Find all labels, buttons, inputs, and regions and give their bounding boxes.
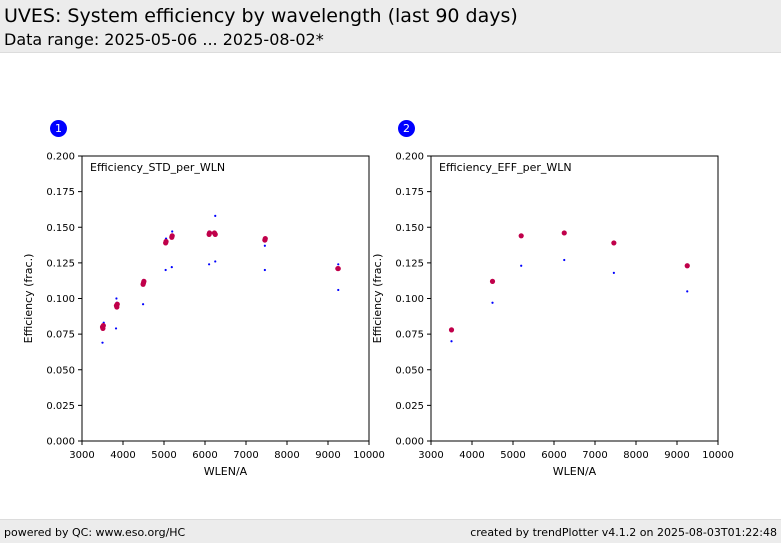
data-point-series-2 (518, 233, 524, 239)
x-tick-label: 4000 (110, 450, 135, 461)
x-tick-label: 3000 (69, 450, 94, 461)
y-tick-label: 0.150 (395, 223, 424, 234)
y-axis-label: Efficiency (frac.) (22, 254, 35, 344)
plot-frame (81, 155, 370, 442)
x-tick-label: 3000 (418, 450, 443, 461)
x-tick-label: 6000 (541, 450, 566, 461)
plot-badge-1: 1 (50, 120, 67, 137)
header-bar: UVES: System efficiency by wavelength (l… (0, 0, 781, 53)
page-title: UVES: System efficiency by wavelength (l… (4, 5, 518, 27)
y-tick-label: 0.025 (395, 401, 424, 412)
data-point-series-1 (214, 260, 217, 263)
data-point-series-1 (141, 303, 145, 306)
y-tick-label: 0.125 (395, 258, 424, 269)
data-point-series-1 (450, 340, 453, 343)
data-point-series-1 (337, 288, 340, 292)
y-tick-label: 0.000 (395, 437, 424, 448)
data-point-series-1 (101, 341, 104, 344)
data-point-series-2 (212, 231, 218, 237)
data-point-series-2 (114, 301, 120, 307)
data-point-series-2 (100, 322, 106, 329)
x-tick-label: 4000 (459, 450, 484, 461)
data-point-series-1 (520, 264, 523, 267)
data-point-series-2 (335, 265, 341, 272)
data-point-series-2 (206, 230, 213, 236)
data-point-series-2 (684, 263, 690, 269)
footer-credit: powered by QC: www.eso.org/HC (4, 526, 186, 539)
footer-bar: powered by QC: www.eso.org/HC created by… (0, 519, 781, 543)
x-tick-label: 7000 (233, 450, 258, 461)
data-point-series-1 (164, 268, 167, 272)
y-tick-label: 0.150 (46, 223, 75, 234)
data-point-series-2 (169, 233, 175, 239)
data-point-series-1 (491, 301, 494, 304)
data-point-series-1 (612, 271, 615, 274)
data-point-series-1 (171, 230, 174, 233)
chart-2: Efficiency_EFF_per_WLN 3000 4000 5000 6000 70… (371, 152, 734, 479)
y-tick-label: 0.050 (46, 365, 75, 376)
y-tick-label: 0.025 (46, 401, 75, 412)
y-axis-label: Efficiency (frac.) (371, 254, 384, 344)
data-point-series-2 (561, 230, 567, 236)
plot-frame (430, 155, 719, 442)
y-tick-label: 0.100 (395, 294, 424, 305)
y-tick-label: 0.175 (395, 187, 424, 198)
chart-title: Efficiency_EFF_per_WLN (439, 161, 572, 174)
x-tick-label: 9000 (315, 450, 340, 461)
x-tick-label: 5000 (151, 450, 176, 461)
y-tick-label: 0.200 (46, 152, 75, 163)
plot-badge-2: 2 (398, 120, 415, 137)
x-tick-label: 10000 (353, 450, 385, 461)
data-point-series-2 (141, 278, 147, 284)
x-tick-label: 6000 (192, 450, 217, 461)
data-point-series-1 (170, 266, 173, 269)
footer-generator: created by trendPlotter v4.1.2 on 2025-0… (470, 526, 777, 539)
data-point-series-2 (611, 240, 617, 246)
y-tick-label: 0.200 (395, 152, 424, 163)
data-point-series-1 (263, 244, 266, 247)
data-point-series-1 (115, 297, 118, 300)
x-tick-label: 8000 (274, 450, 299, 461)
x-tick-label: 9000 (664, 450, 689, 461)
data-point-series-1 (337, 263, 340, 266)
data-point-series-1 (563, 258, 566, 262)
chart-1: Efficiency_STD_per_WLN 3000 4000 5000 6000 70… (22, 152, 385, 479)
data-point-series-1 (214, 214, 217, 217)
data-point-series-1 (114, 327, 118, 330)
y-tick-label: 0.100 (46, 294, 75, 305)
data-point-series-1 (686, 290, 689, 293)
data-point-series-2 (489, 278, 496, 284)
y-tick-label: 0.000 (46, 437, 75, 448)
x-tick-label: 10000 (702, 450, 734, 461)
data-point-series-1 (263, 268, 266, 272)
data-point-series-2 (448, 327, 455, 333)
x-axis-label: WLEN/A (204, 465, 248, 478)
data-point-series-1 (208, 263, 211, 266)
y-tick-label: 0.075 (395, 330, 424, 341)
x-axis-label: WLEN/A (553, 465, 597, 478)
x-tick-label: 8000 (623, 450, 648, 461)
data-point-series-2 (163, 238, 169, 245)
y-tick-label: 0.125 (46, 258, 75, 269)
data-point-series-2 (262, 236, 268, 242)
y-tick-label: 0.175 (46, 187, 75, 198)
y-tick-label: 0.075 (46, 330, 75, 341)
y-tick-label: 0.050 (395, 365, 424, 376)
x-tick-label: 5000 (500, 450, 525, 461)
page-subtitle: Data range: 2025-05-06 ... 2025-08-02* (4, 30, 324, 49)
chart-title: Efficiency_STD_per_WLN (90, 161, 225, 174)
x-tick-label: 7000 (582, 450, 607, 461)
